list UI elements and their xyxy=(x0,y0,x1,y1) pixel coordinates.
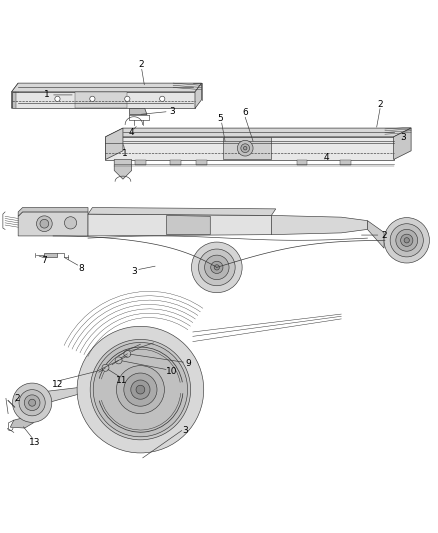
Polygon shape xyxy=(18,207,88,216)
Text: 12: 12 xyxy=(52,381,63,389)
Polygon shape xyxy=(272,215,367,235)
Polygon shape xyxy=(88,207,276,215)
Circle shape xyxy=(36,216,52,231)
Polygon shape xyxy=(106,137,394,159)
Polygon shape xyxy=(166,215,210,235)
Circle shape xyxy=(205,255,229,280)
Polygon shape xyxy=(75,92,127,108)
Polygon shape xyxy=(106,128,123,159)
Circle shape xyxy=(191,242,242,293)
Circle shape xyxy=(12,383,52,422)
Polygon shape xyxy=(223,138,272,159)
Text: 9: 9 xyxy=(186,359,191,368)
Circle shape xyxy=(125,96,130,101)
Circle shape xyxy=(102,364,109,372)
Polygon shape xyxy=(88,385,141,392)
Text: 6: 6 xyxy=(242,108,248,117)
Circle shape xyxy=(159,96,165,101)
Circle shape xyxy=(214,265,219,270)
Circle shape xyxy=(401,234,413,246)
Text: 3: 3 xyxy=(170,107,175,116)
Circle shape xyxy=(124,350,131,357)
Text: 2: 2 xyxy=(138,60,144,69)
Circle shape xyxy=(24,395,40,410)
Circle shape xyxy=(390,224,424,257)
Circle shape xyxy=(93,343,187,437)
Text: 2: 2 xyxy=(14,394,20,403)
Circle shape xyxy=(117,366,164,414)
Polygon shape xyxy=(196,159,207,165)
Circle shape xyxy=(237,140,253,156)
Polygon shape xyxy=(12,92,195,108)
Circle shape xyxy=(198,249,235,286)
Text: 11: 11 xyxy=(117,376,128,384)
Text: 4: 4 xyxy=(323,153,329,162)
Text: 3: 3 xyxy=(182,426,188,435)
Circle shape xyxy=(77,326,204,453)
Text: 13: 13 xyxy=(29,438,40,447)
Polygon shape xyxy=(170,159,180,165)
Text: 10: 10 xyxy=(166,367,177,376)
Circle shape xyxy=(28,399,35,406)
Circle shape xyxy=(55,96,60,101)
Polygon shape xyxy=(44,253,57,257)
Polygon shape xyxy=(88,214,272,236)
Circle shape xyxy=(90,96,95,101)
Circle shape xyxy=(124,373,157,406)
Polygon shape xyxy=(394,128,411,159)
Circle shape xyxy=(384,217,429,263)
Text: 5: 5 xyxy=(217,115,223,124)
Text: 2: 2 xyxy=(378,100,383,109)
Circle shape xyxy=(131,380,150,399)
Circle shape xyxy=(241,144,250,152)
Circle shape xyxy=(211,261,223,273)
Circle shape xyxy=(90,340,191,440)
Polygon shape xyxy=(367,221,384,248)
Polygon shape xyxy=(106,128,411,137)
Polygon shape xyxy=(11,416,33,428)
Text: 8: 8 xyxy=(78,264,85,273)
Text: 7: 7 xyxy=(42,256,47,265)
Polygon shape xyxy=(12,83,201,92)
Circle shape xyxy=(115,357,122,364)
Polygon shape xyxy=(130,108,147,115)
Polygon shape xyxy=(340,159,351,165)
Text: 1: 1 xyxy=(44,91,49,100)
Polygon shape xyxy=(135,159,146,165)
Text: 2: 2 xyxy=(381,231,387,239)
Text: 3: 3 xyxy=(400,133,406,142)
Circle shape xyxy=(64,217,77,229)
Circle shape xyxy=(404,238,410,243)
Text: 4: 4 xyxy=(129,128,134,138)
Polygon shape xyxy=(297,159,307,165)
Circle shape xyxy=(136,385,145,394)
Polygon shape xyxy=(114,159,132,179)
Circle shape xyxy=(19,390,45,416)
Circle shape xyxy=(40,220,49,228)
Polygon shape xyxy=(24,386,90,409)
Polygon shape xyxy=(12,83,18,108)
Polygon shape xyxy=(195,83,201,108)
Circle shape xyxy=(396,229,418,251)
Text: 3: 3 xyxy=(131,267,137,276)
Text: 1: 1 xyxy=(122,149,128,158)
Polygon shape xyxy=(18,212,88,236)
Circle shape xyxy=(244,147,247,150)
